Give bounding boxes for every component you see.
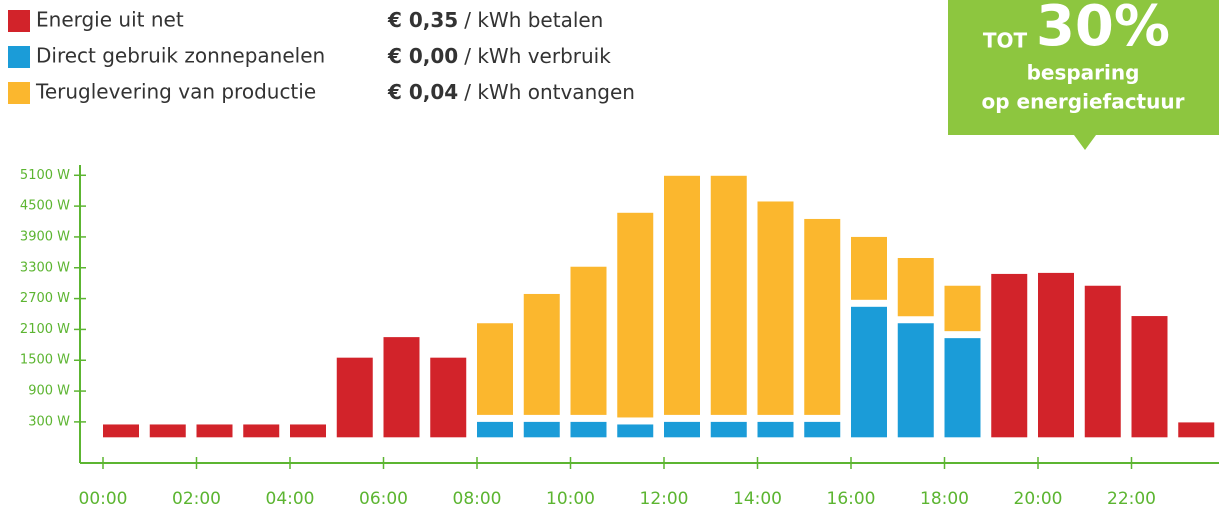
bar-segment (804, 218, 841, 415)
bar-segment (1038, 272, 1074, 438)
y-tick-label: 4500 W (20, 199, 70, 214)
legend-label: Direct gebruik zonnepanelen (36, 44, 325, 68)
x-tick-label: 06:00 (359, 489, 408, 509)
bar-segment (804, 421, 841, 438)
x-tick-label: 10:00 (546, 489, 595, 509)
legend-label: Energie uit net (36, 8, 184, 32)
y-tick-label: 2700 W (20, 291, 70, 306)
bar-segment (1178, 422, 1215, 438)
x-tick-label: 00:00 (79, 489, 128, 509)
bar-segment (757, 421, 794, 438)
bar-segment (523, 421, 560, 438)
x-tick-label: 14:00 (733, 489, 782, 509)
legend-swatch (8, 10, 30, 32)
bar-segment (1131, 316, 1168, 438)
legend-label: Teruglevering van productie (35, 80, 316, 104)
y-tick-label: 300 W (28, 414, 70, 429)
legend-price: € 0,35/ kWh betalen (387, 8, 603, 32)
y-tick-label: 900 W (28, 384, 70, 399)
bar-segment (430, 357, 467, 438)
y-tick-label: 5100 W (20, 168, 70, 183)
legend-price: € 0,04/ kWh ontvangen (387, 80, 635, 104)
y-tick-label: 2100 W (20, 322, 70, 337)
bar-segment (944, 285, 981, 332)
bar-segment (710, 421, 747, 438)
bar-segment (617, 212, 654, 418)
y-tick-label: 1500 W (20, 353, 70, 368)
bar-segment (336, 357, 373, 438)
bar-segment (897, 257, 934, 317)
badge (948, 0, 1219, 150)
badge-prefix: TOT (983, 29, 1028, 53)
bar-segment (243, 424, 280, 438)
y-tick-label: 3300 W (20, 260, 70, 275)
unit: / kWh betalen (464, 8, 603, 32)
bar-segment (383, 337, 420, 438)
x-tick-label: 02:00 (172, 489, 221, 509)
x-tick-label: 22:00 (1107, 489, 1156, 509)
bar-segment (570, 421, 607, 438)
x-tick-label: 20:00 (1014, 489, 1063, 509)
bar-segment (944, 338, 981, 438)
y-tick-label: 3900 W (20, 229, 70, 244)
bar-segment (103, 424, 139, 438)
unit: / kWh ontvangen (464, 80, 635, 104)
badge-line: op energiefactuur (982, 90, 1185, 114)
bar-segment (477, 421, 513, 438)
bar-segment (617, 424, 654, 438)
x-tick-label: 08:00 (453, 489, 502, 509)
bar-segment (1084, 285, 1121, 438)
badge-number: 30% (1036, 0, 1170, 59)
bar-segment (149, 424, 186, 438)
bar-segment (991, 273, 1028, 438)
bar-segment (851, 306, 887, 438)
legend-price: € 0,00/ kWh verbruik (387, 44, 611, 68)
bar-segment (757, 201, 794, 415)
bar-segment (664, 175, 700, 415)
bar-segment (523, 293, 560, 415)
bar-segment (897, 323, 934, 438)
unit: / kWh verbruik (464, 44, 611, 68)
legend-swatch (8, 82, 30, 104)
price: € 0,00 (387, 44, 458, 68)
legend-swatch (8, 46, 30, 68)
bar-segment (196, 424, 233, 438)
x-tick-label: 18:00 (920, 489, 969, 509)
bar-segment (851, 236, 887, 300)
bar-segment (290, 424, 326, 438)
x-tick-label: 16:00 (827, 489, 876, 509)
x-tick-label: 12:00 (640, 489, 689, 509)
bar-segment (710, 175, 747, 415)
bar-segment (664, 421, 700, 438)
bar-segment (477, 323, 513, 415)
price: € 0,04 (387, 80, 458, 104)
badge-line: besparing (1027, 61, 1140, 85)
x-tick-label: 04:00 (266, 489, 315, 509)
price: € 0,35 (387, 8, 458, 32)
bar-segment (570, 266, 607, 415)
